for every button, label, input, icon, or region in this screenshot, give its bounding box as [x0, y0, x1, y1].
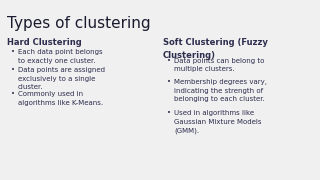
- Text: Used in algorithms like
Gaussian Mixture Models
(GMM).: Used in algorithms like Gaussian Mixture…: [174, 110, 261, 134]
- Text: •: •: [11, 91, 15, 97]
- Text: Types of clustering: Types of clustering: [7, 16, 151, 31]
- Text: Data points are assigned
exclusively to a single
cluster.: Data points are assigned exclusively to …: [18, 67, 105, 90]
- Text: Soft Clustering (Fuzzy
Clustering): Soft Clustering (Fuzzy Clustering): [163, 38, 268, 60]
- Text: Membership degrees vary,
indicating the strength of
belonging to each cluster.: Membership degrees vary, indicating the …: [174, 79, 267, 102]
- Text: •: •: [167, 79, 171, 85]
- Text: Data points can belong to
multiple clusters.: Data points can belong to multiple clust…: [174, 58, 264, 73]
- Text: Each data point belongs
to exactly one cluster.: Each data point belongs to exactly one c…: [18, 49, 103, 64]
- Text: •: •: [11, 49, 15, 55]
- Text: •: •: [167, 58, 171, 64]
- Text: •: •: [11, 67, 15, 73]
- Text: •: •: [167, 110, 171, 116]
- Text: Commonly used in
algorithms like K-Means.: Commonly used in algorithms like K-Means…: [18, 91, 103, 105]
- Text: Hard Clustering: Hard Clustering: [7, 38, 82, 47]
